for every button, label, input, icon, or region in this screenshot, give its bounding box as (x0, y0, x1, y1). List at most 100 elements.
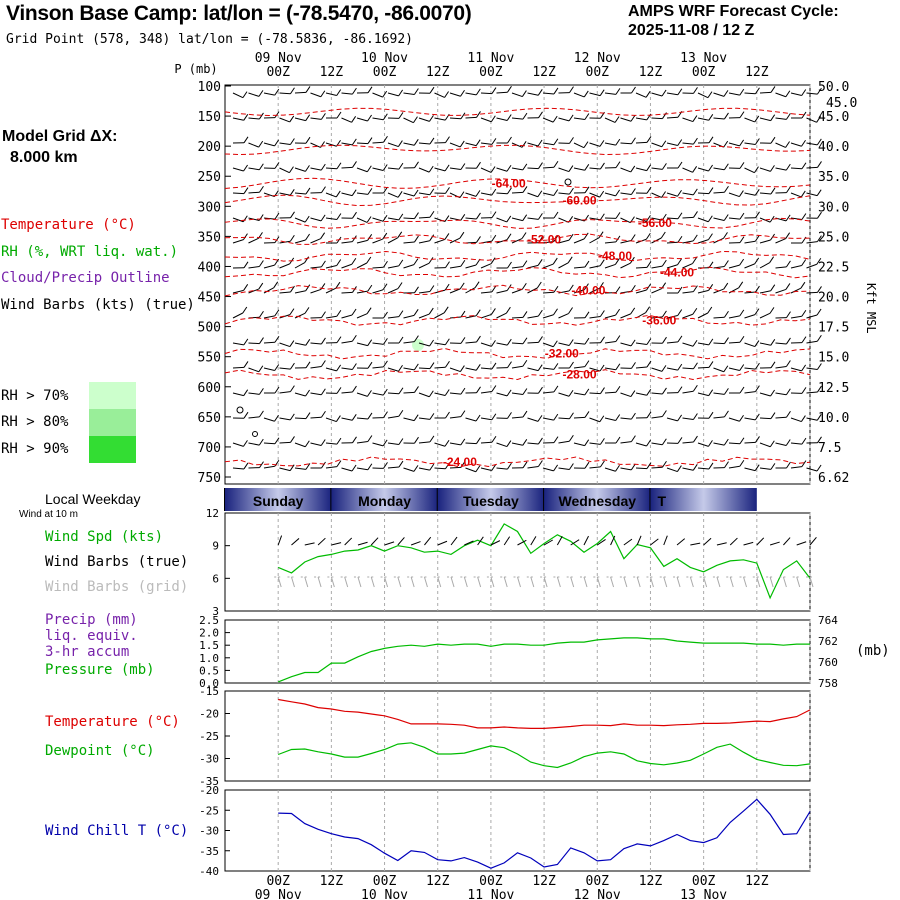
wind-barb-flag (769, 256, 775, 263)
wind-barb (310, 416, 322, 419)
grid-wind-barb (330, 576, 335, 588)
wind-barb (666, 241, 679, 244)
wind-barb-flag (553, 138, 559, 145)
wind-barb-flag (568, 463, 574, 470)
pressure-label: Pressure (mb) (45, 662, 155, 678)
wind-barb-flag (615, 189, 621, 197)
wind-barb (775, 342, 787, 345)
wind-barb (790, 192, 802, 198)
wind-barb-flag (630, 165, 636, 173)
wind-barb-flag (243, 440, 248, 447)
top-date-label: 12 Nov (574, 51, 621, 66)
kft-tick: 45.0 (826, 96, 857, 111)
wind-barb-flag (506, 233, 512, 241)
wind-barb-flag (429, 210, 435, 218)
wind-barb-flag (786, 260, 791, 268)
wind-barb-flag (258, 163, 264, 170)
wind-barb-flag (723, 365, 729, 373)
weekday-label: Tuesday (463, 493, 519, 509)
wind-barbs-legend: Wind Barbs (kts) (true) (1, 297, 195, 313)
wind-barb-flag (507, 462, 512, 470)
wind-barb-flag (428, 165, 434, 173)
wind-barb-flag (553, 464, 559, 472)
wind-barb (744, 192, 756, 196)
grid-wind-barb (636, 576, 641, 588)
wind-barb-flag (631, 412, 636, 420)
wind-barb (650, 538, 659, 546)
wind-barb-flag (506, 284, 512, 291)
wind-barb (232, 217, 244, 223)
wind-barb (620, 117, 632, 122)
wind-barb-flag (661, 213, 667, 221)
wind-barb (356, 239, 368, 244)
wind-barb-flag (584, 283, 589, 290)
wind-barb-flag (290, 211, 295, 219)
wind-barb-flag (692, 188, 698, 196)
wind-barb-flag (754, 138, 760, 145)
wind-barb (769, 541, 780, 546)
wind-barb-flag (538, 437, 543, 445)
wind-barb (434, 238, 446, 244)
wind-barb-flag (785, 141, 790, 148)
wind-barb-flag (738, 190, 744, 197)
wind-barb-flag (786, 113, 791, 120)
wind-barb (806, 263, 818, 269)
grid-wind-barb (530, 576, 535, 588)
wind-barb-flag (739, 364, 745, 371)
wind-barb-flag (786, 337, 791, 345)
wind-barb (325, 442, 337, 445)
precip-y-tick: 1.5 (199, 639, 219, 652)
wind-barb (573, 117, 585, 121)
wind-barb-flag (739, 309, 745, 317)
wind-barb (682, 342, 694, 347)
wind-barb (356, 117, 368, 122)
wind-barb-flag (320, 163, 326, 171)
wind-barb-flag (413, 363, 419, 371)
wind-barb-flag (321, 260, 326, 268)
wind-barb-flag (506, 215, 512, 223)
wind-barb-flag (460, 337, 466, 344)
wind-barb-flag (491, 211, 497, 218)
wind-barb-flag (817, 87, 822, 95)
wind-barb-flag (460, 438, 466, 446)
wind-barb (511, 392, 523, 396)
wind-barb-flag (569, 137, 574, 144)
wind-barb (434, 392, 446, 396)
wind-barb-flag (552, 115, 558, 123)
wind-barb-flag (336, 259, 342, 266)
wind-barb-flag (413, 139, 419, 146)
wind-barb (604, 142, 616, 146)
wind-barb-flag (336, 437, 342, 445)
wind-chill-y-tick: -40 (199, 865, 219, 878)
wind-barb (682, 467, 694, 471)
wind-barb (387, 466, 400, 469)
grid-wind-barb (623, 576, 628, 588)
grid-wind-barb (769, 576, 774, 588)
wind-barb (356, 167, 368, 173)
wind-barb-flag (538, 162, 543, 169)
wind-barb (511, 191, 524, 194)
wind-barb (542, 240, 554, 244)
wind-barb (589, 142, 601, 147)
wind-barb-flag (429, 339, 434, 347)
wind-barb (372, 342, 384, 345)
wind-barb-flag (383, 360, 388, 368)
wind-barb (542, 417, 554, 421)
wind-barb-flag (708, 338, 714, 346)
rh70-label: RH > 70% (1, 388, 69, 404)
wind-barb-flag (754, 464, 760, 471)
wind-barb-flag (615, 464, 620, 472)
wind-barb (263, 465, 275, 469)
wind-barb-flag (460, 163, 466, 170)
grid-wind-barb (317, 576, 322, 588)
wind-barb (325, 417, 337, 423)
wind-barb (232, 167, 244, 172)
wind-barb-flag (785, 388, 791, 395)
wind-barb (728, 192, 740, 198)
wind-barb-flag (274, 364, 280, 371)
wind-barb-flag (661, 259, 667, 267)
isotherm-line (224, 233, 811, 245)
wind-barb-flag (801, 139, 806, 147)
wind-barb (370, 537, 379, 546)
wind-barb (728, 315, 740, 319)
